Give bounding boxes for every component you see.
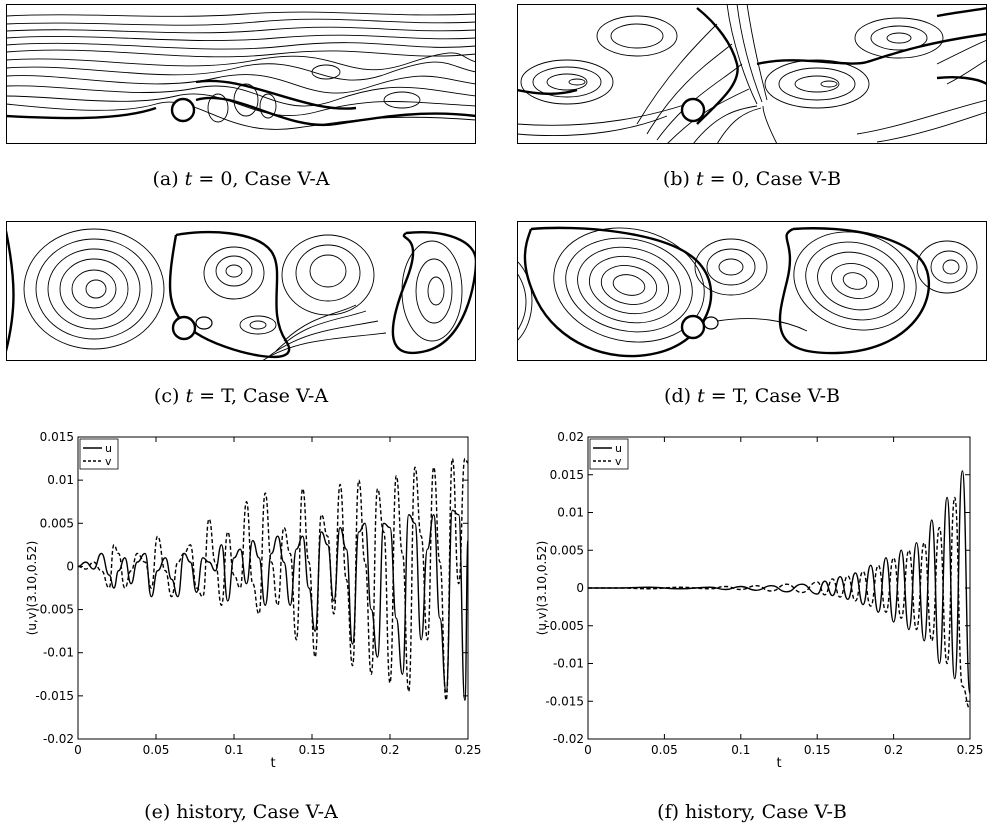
chart1-legend xyxy=(589,438,629,470)
chart0-ytick-label: 0 xyxy=(66,559,74,573)
chart1-legend-label-u: u xyxy=(615,442,622,455)
chart1-xtick-label: 0.2 xyxy=(884,743,903,757)
chart0-xtick-label: 0 xyxy=(74,743,82,757)
streamline-plot-d xyxy=(517,221,987,361)
chart0-legend-label-u: u xyxy=(105,442,112,455)
chart0-ytick-label: -0.02 xyxy=(43,732,74,746)
chart1-xtick-label: 0.1 xyxy=(731,743,750,757)
chart0-series-v xyxy=(78,457,468,701)
chart1-xtick-label: 0 xyxy=(584,743,592,757)
chart1-xlabel: t xyxy=(776,756,781,770)
chart1-ytick-label: -0.02 xyxy=(553,732,584,746)
chart1-ytick-label: 0.01 xyxy=(557,506,584,520)
chart0-ytick-label: 0.01 xyxy=(47,473,74,487)
streamline-plot-b xyxy=(517,4,987,144)
chart0-ytick-label: -0.015 xyxy=(35,689,74,703)
chart1-ytick-label: -0.005 xyxy=(545,619,584,633)
chart0-xtick-label: 0.25 xyxy=(455,743,482,757)
chart0-ytick-label: -0.01 xyxy=(43,646,74,660)
chart1-xtick-label: 0.25 xyxy=(957,743,984,757)
history-chart-e: 0 0.05 0.1 0.15 0.2 0.25 0.015 0.01 0.005 0 -0.005… xyxy=(25,430,482,770)
caption-e: (e) history, Case V-A xyxy=(144,801,338,823)
caption-f: (f) history, Case V-B xyxy=(657,801,847,823)
history-chart-f: 0 0.05 0.1 0.15 0.2 0.250.020.0150.010.0050-0… xyxy=(535,430,984,770)
chart1-ytick-label: -0.015 xyxy=(545,694,584,708)
streamline-plot-a xyxy=(6,4,476,144)
chart0-xtick-label: 0.15 xyxy=(299,743,326,757)
chart0-xtick-label: 0.05 xyxy=(143,743,170,757)
caption-d: (d) t = T, Case V-B xyxy=(664,385,840,407)
chart1-ytick-label: 0 xyxy=(576,581,584,595)
chart1-ytick-label: 0.005 xyxy=(550,543,584,557)
chart0-ytick-label: -0.005 xyxy=(35,603,74,617)
chart0-xtick-label: 0.2 xyxy=(380,743,399,757)
chart0-legend xyxy=(79,438,119,470)
caption-b: (b) t = 0, Case V-B xyxy=(662,168,842,190)
caption-a: (a) t = 0, Case V-A xyxy=(152,168,330,190)
chart0-ylabel: (u,v)(3.10,0.52) xyxy=(25,541,39,636)
chart1-xtick-label: 0.15 xyxy=(804,743,831,757)
chart0-ytick-label: 0.015 xyxy=(40,430,74,444)
chart0-ytick-label: 0.005 xyxy=(40,516,74,530)
chart1-series-u xyxy=(588,470,970,695)
chart1-ylabel: (u,v)(3.10,0.52) xyxy=(535,541,549,636)
chart0-plot-area xyxy=(77,436,469,740)
chart0-xtick-label: 0.1 xyxy=(224,743,243,757)
chart1-legend-label-v: v xyxy=(615,455,622,468)
chart1-ytick-label: 0.02 xyxy=(557,430,584,444)
chart0-legend-label-v: v xyxy=(105,455,112,468)
chart1-xtick-label: 0.05 xyxy=(651,743,678,757)
chart0-xlabel: t xyxy=(270,756,275,770)
streamline-plot-c xyxy=(6,221,476,361)
chart0-series-u xyxy=(78,509,468,701)
chart1-series-v xyxy=(588,496,970,710)
chart1-ytick-label: -0.01 xyxy=(553,657,584,671)
chart1-ytick-label: 0.015 xyxy=(550,468,584,482)
caption-c: (c) t = T, Case V-A xyxy=(153,385,329,407)
